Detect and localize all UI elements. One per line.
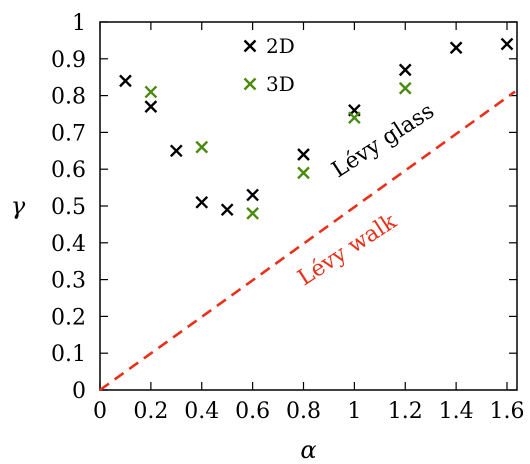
- legend-label: 2D: [266, 34, 295, 58]
- point-2d: [246, 188, 259, 202]
- x-tick-label: 1.2: [388, 399, 423, 424]
- reference-line: [99, 90, 516, 392]
- y-tick-label: 0.4: [51, 232, 86, 257]
- legend: 2D 3D: [243, 34, 295, 96]
- levy-walk-line: [99, 90, 516, 392]
- x-tick-label: 1: [347, 399, 361, 424]
- x-tick-label: 0.2: [133, 399, 168, 424]
- legend-label: 3D: [266, 72, 295, 96]
- y-tick-label: 0.2: [51, 305, 86, 330]
- point-2d: [449, 41, 463, 55]
- levy-walk-label: Lévy walk: [294, 209, 402, 291]
- x-tick-label: 1.6: [490, 399, 525, 424]
- point-3d: [144, 85, 158, 99]
- data-points: [119, 37, 514, 220]
- levy-glass-label: Lévy glass: [328, 99, 439, 183]
- point-2d: [220, 203, 234, 217]
- y-tick-label: 0.9: [51, 48, 86, 73]
- x-tick-label: 0.6: [235, 399, 270, 424]
- y-tick-label: 0.3: [51, 269, 86, 294]
- y-axis-label: γ: [11, 192, 26, 220]
- point-2d: [195, 195, 209, 209]
- point-2d: [297, 148, 310, 161]
- x-tick-label: 0.4: [184, 399, 219, 424]
- x-tick-label: 0.8: [286, 399, 321, 424]
- point-3d: [297, 166, 310, 180]
- point-2d: [500, 37, 514, 51]
- legend-marker-3d: [243, 77, 257, 91]
- annotations: Lévy glass Lévy walk: [294, 99, 439, 291]
- y-tick-label: 0.8: [51, 85, 86, 110]
- x-tick-label: 1.4: [439, 399, 474, 424]
- point-2d: [398, 63, 412, 77]
- point-3d: [195, 140, 209, 154]
- point-2d: [144, 100, 158, 113]
- axes: 0 0.2 0.4 0.6 0.8 1 1.2 1.4 1.6 0 0.1 0.2 0.3 0.4 0.5 0…: [11, 11, 525, 464]
- y-tick-label: 0.6: [51, 158, 86, 183]
- x-tick-label: 0: [93, 399, 107, 424]
- x-axis-label: α: [300, 436, 316, 464]
- y-tick-label: 0.1: [51, 342, 86, 367]
- y-tick-label: 0: [72, 379, 86, 404]
- point-3d: [348, 111, 361, 125]
- point-2d: [119, 74, 132, 88]
- y-tick-label: 0.5: [51, 195, 86, 220]
- point-3d: [246, 207, 259, 220]
- plot-frame: [99, 21, 518, 391]
- legend-marker-2d: [243, 39, 257, 53]
- y-tick-label: 0.7: [51, 121, 86, 146]
- point-3d: [398, 81, 412, 95]
- y-tick-label: 1: [72, 11, 86, 36]
- point-2d: [169, 144, 183, 158]
